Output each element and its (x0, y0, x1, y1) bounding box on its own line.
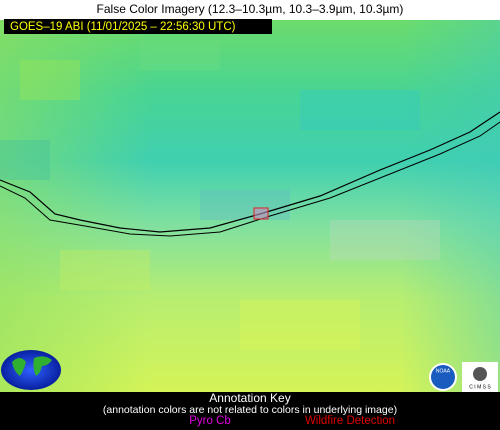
coastline (0, 111, 500, 233)
image-blocks (0, 40, 440, 350)
image-shading (0, 20, 500, 392)
key-title: Annotation Key (209, 391, 290, 405)
fire-marker (253, 207, 269, 220)
coastline (0, 121, 500, 237)
title: False Color Imagery (12.3–10.3µm, 10.3–3… (97, 2, 404, 16)
noaa-text: NOAA (436, 368, 451, 374)
key-item: Pyro Cb (189, 415, 231, 427)
image-label: GOES–19 ABI (11/01/2025 – 22:56:30 UTC) (10, 21, 236, 33)
cimss-logo: C I M S S (462, 362, 498, 392)
globe-logo (1, 350, 61, 390)
header-bar (0, 0, 500, 19)
label-box (4, 19, 272, 34)
cimss-text: C I M S S (469, 384, 491, 390)
annotation-key (0, 392, 500, 430)
noaa-logo: NOAA (429, 363, 457, 391)
key-item: Wildfire Detection (305, 415, 395, 427)
key-note: (annotation colors are not related to co… (103, 404, 397, 416)
